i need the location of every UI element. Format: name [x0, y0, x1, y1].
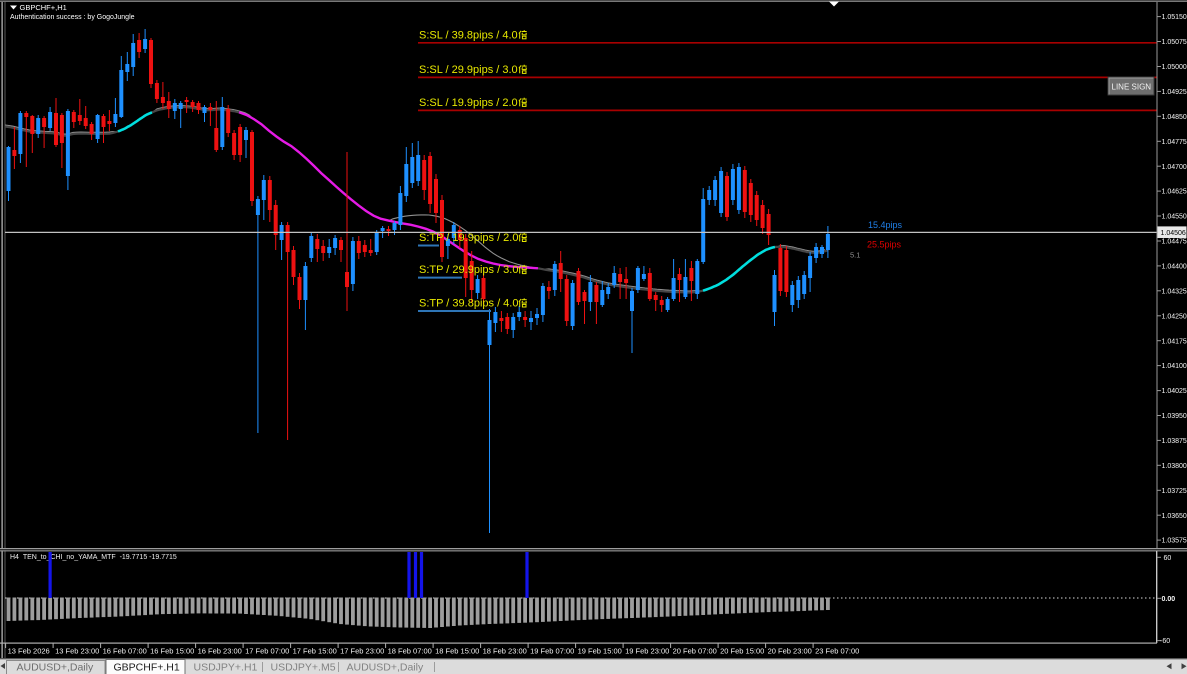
svg-text:1.03950: 1.03950 — [1162, 413, 1187, 420]
svg-text:13 Feb 2026: 13 Feb 2026 — [8, 647, 50, 656]
svg-text:1.04550: 1.04550 — [1162, 214, 1187, 221]
svg-text:19 Feb 15:00: 19 Feb 15:00 — [578, 647, 622, 656]
svg-text:USDJPY+.M5: USDJPY+.M5 — [271, 662, 336, 674]
svg-text:Authentication success : by Go: Authentication success : by GogoJungle — [10, 14, 135, 21]
svg-text:1.03875: 1.03875 — [1162, 438, 1187, 445]
svg-text:16 Feb 07:00: 16 Feb 07:00 — [103, 647, 147, 656]
svg-text:1.03575: 1.03575 — [1162, 538, 1187, 545]
svg-text:17 Feb 07:00: 17 Feb 07:00 — [245, 647, 289, 656]
svg-text:S:SL / 19.9pips / 2.0: S:SL / 19.9pips / 2.0 — [419, 97, 518, 109]
svg-text:S:TP / 29.9pips / 3.0: S:TP / 29.9pips / 3.0 — [419, 264, 518, 276]
svg-text:1.04775: 1.04775 — [1162, 139, 1187, 146]
svg-text:17 Feb 15:00: 17 Feb 15:00 — [293, 647, 337, 656]
svg-text:H4 TEN_to_CHI_no_YAMA_MTF -1: H4 TEN_to_CHI_no_YAMA_MTF -19.7715 -19.7… — [10, 554, 177, 561]
svg-text:60: 60 — [1164, 555, 1172, 562]
svg-text:1.04925: 1.04925 — [1162, 89, 1187, 96]
svg-text:USDJPY+.H1: USDJPY+.H1 — [194, 662, 258, 674]
svg-text:GBPCHF+,H1: GBPCHF+,H1 — [20, 3, 67, 12]
svg-text:S:SL / 39.8pips / 4.0: S:SL / 39.8pips / 4.0 — [419, 29, 518, 41]
svg-text:1.03800: 1.03800 — [1162, 463, 1187, 470]
svg-text:1.05150: 1.05150 — [1162, 14, 1187, 21]
svg-text:AUDUSD+,Daily: AUDUSD+,Daily — [347, 662, 424, 674]
svg-text:18 Feb 15:00: 18 Feb 15:00 — [435, 647, 479, 656]
svg-text:GBPCHF+.H1: GBPCHF+.H1 — [114, 662, 180, 674]
svg-text:16 Feb 15:00: 16 Feb 15:00 — [150, 647, 194, 656]
svg-text:-60: -60 — [1160, 638, 1170, 645]
svg-text:19 Feb 07:00: 19 Feb 07:00 — [530, 647, 574, 656]
svg-text:1.04100: 1.04100 — [1162, 363, 1187, 370]
svg-text:1.03650: 1.03650 — [1162, 513, 1187, 520]
svg-text:20 Feb 23:00: 20 Feb 23:00 — [768, 647, 812, 656]
svg-text:15.4pips: 15.4pips — [868, 220, 903, 230]
svg-text:5.1: 5.1 — [850, 251, 860, 260]
svg-text:19 Feb 23:00: 19 Feb 23:00 — [625, 647, 669, 656]
svg-text:20 Feb 07:00: 20 Feb 07:00 — [673, 647, 717, 656]
svg-text:1.04700: 1.04700 — [1162, 164, 1187, 171]
svg-text:1.04325: 1.04325 — [1162, 288, 1187, 295]
svg-text:18 Feb 07:00: 18 Feb 07:00 — [388, 647, 432, 656]
svg-text:17 Feb 23:00: 17 Feb 23:00 — [340, 647, 384, 656]
svg-text:1.04625: 1.04625 — [1162, 189, 1187, 196]
svg-text:20 Feb 15:00: 20 Feb 15:00 — [720, 647, 764, 656]
svg-text:1.04506: 1.04506 — [1161, 230, 1186, 237]
svg-text:13 Feb 23:00: 13 Feb 23:00 — [55, 647, 99, 656]
svg-text:1.04250: 1.04250 — [1162, 313, 1187, 320]
svg-text:S:TP / 39.8pips / 4.0: S:TP / 39.8pips / 4.0 — [419, 298, 518, 310]
svg-text:1.05000: 1.05000 — [1162, 64, 1187, 71]
svg-text:1.04025: 1.04025 — [1162, 388, 1187, 395]
svg-text:0.00: 0.00 — [1162, 596, 1176, 603]
svg-text:LINE SIGN: LINE SIGN — [1112, 83, 1152, 92]
svg-text:1.04175: 1.04175 — [1162, 338, 1187, 345]
svg-text:18 Feb 23:00: 18 Feb 23:00 — [483, 647, 527, 656]
svg-text:23 Feb 07:00: 23 Feb 07:00 — [815, 647, 859, 656]
svg-text:S:TP / 19.9pips / 2.0: S:TP / 19.9pips / 2.0 — [419, 232, 518, 244]
svg-text:1.04400: 1.04400 — [1162, 264, 1187, 271]
svg-text:16 Feb 23:00: 16 Feb 23:00 — [198, 647, 242, 656]
svg-text:1.05075: 1.05075 — [1162, 39, 1187, 46]
svg-text:1.04475: 1.04475 — [1162, 239, 1187, 246]
svg-text:AUDUSD+,Daily: AUDUSD+,Daily — [17, 662, 94, 674]
svg-text:S:SL / 29.9pips / 3.0: S:SL / 29.9pips / 3.0 — [419, 64, 518, 76]
svg-text:1.03725: 1.03725 — [1162, 488, 1187, 495]
svg-text:25.5pips: 25.5pips — [867, 240, 902, 250]
svg-text:1.04850: 1.04850 — [1162, 114, 1187, 121]
